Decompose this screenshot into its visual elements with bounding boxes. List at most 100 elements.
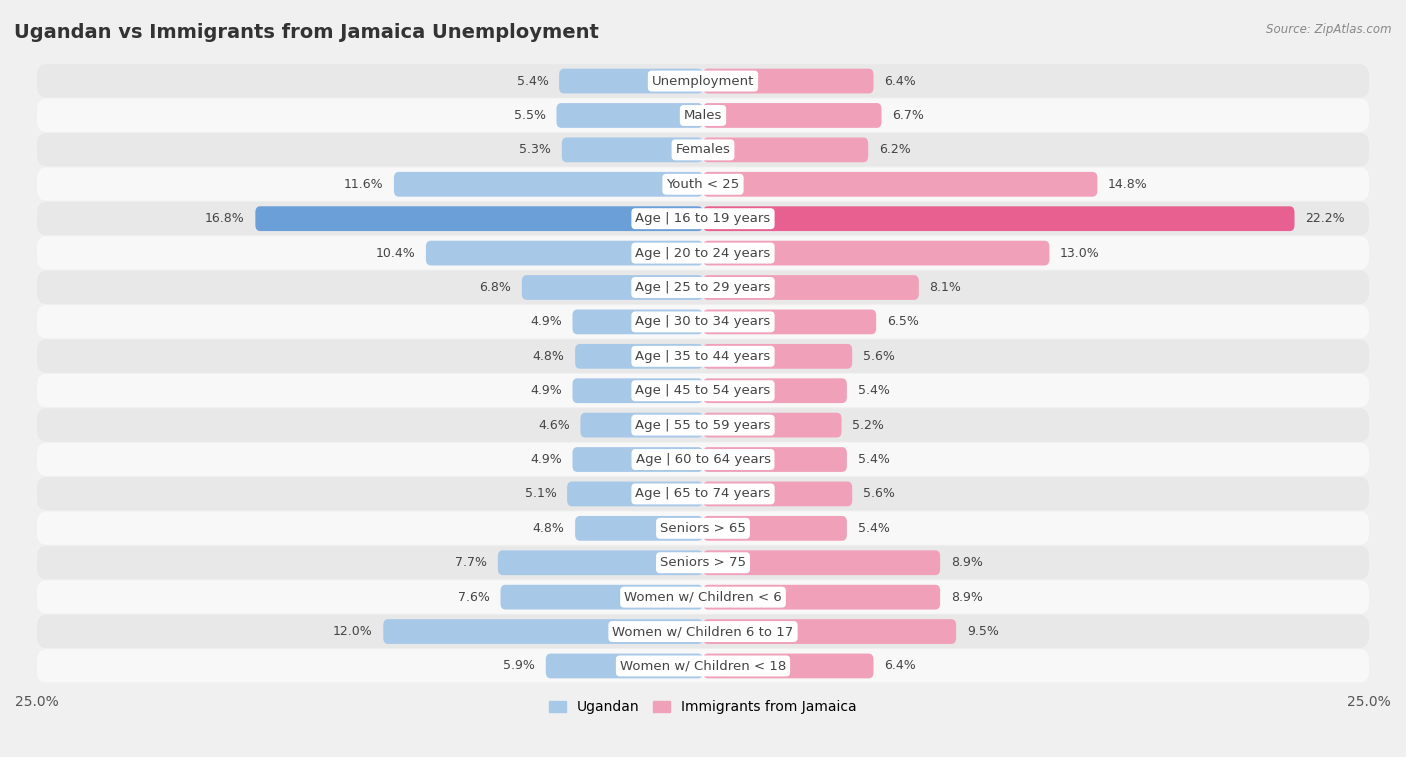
FancyBboxPatch shape <box>703 172 1097 197</box>
FancyBboxPatch shape <box>37 271 1369 304</box>
Text: 4.9%: 4.9% <box>530 453 562 466</box>
FancyBboxPatch shape <box>37 615 1369 648</box>
FancyBboxPatch shape <box>581 413 703 438</box>
Text: 7.7%: 7.7% <box>456 556 486 569</box>
FancyBboxPatch shape <box>37 236 1369 269</box>
Text: 12.0%: 12.0% <box>333 625 373 638</box>
Text: 10.4%: 10.4% <box>375 247 415 260</box>
FancyBboxPatch shape <box>501 584 703 609</box>
Text: Youth < 25: Youth < 25 <box>666 178 740 191</box>
FancyBboxPatch shape <box>703 310 876 335</box>
FancyBboxPatch shape <box>37 64 1369 98</box>
FancyBboxPatch shape <box>575 344 703 369</box>
FancyBboxPatch shape <box>37 202 1369 235</box>
Text: Ugandan vs Immigrants from Jamaica Unemployment: Ugandan vs Immigrants from Jamaica Unemp… <box>14 23 599 42</box>
FancyBboxPatch shape <box>572 447 703 472</box>
Text: Age | 60 to 64 years: Age | 60 to 64 years <box>636 453 770 466</box>
FancyBboxPatch shape <box>560 69 703 93</box>
Text: Women w/ Children < 6: Women w/ Children < 6 <box>624 590 782 603</box>
Text: Males: Males <box>683 109 723 122</box>
FancyBboxPatch shape <box>703 241 1049 266</box>
Text: 11.6%: 11.6% <box>343 178 384 191</box>
Text: 5.4%: 5.4% <box>858 385 890 397</box>
FancyBboxPatch shape <box>37 167 1369 201</box>
Text: Seniors > 75: Seniors > 75 <box>659 556 747 569</box>
FancyBboxPatch shape <box>37 305 1369 338</box>
Text: Age | 55 to 59 years: Age | 55 to 59 years <box>636 419 770 431</box>
Text: 16.8%: 16.8% <box>205 212 245 225</box>
Text: 6.4%: 6.4% <box>884 659 915 672</box>
FancyBboxPatch shape <box>37 443 1369 476</box>
Text: Age | 30 to 34 years: Age | 30 to 34 years <box>636 316 770 329</box>
Text: 6.4%: 6.4% <box>884 74 915 88</box>
Text: 6.2%: 6.2% <box>879 143 911 157</box>
Text: Seniors > 65: Seniors > 65 <box>659 522 747 535</box>
Text: 5.4%: 5.4% <box>516 74 548 88</box>
Text: 6.8%: 6.8% <box>479 281 512 294</box>
Text: 4.9%: 4.9% <box>530 316 562 329</box>
FancyBboxPatch shape <box>703 584 941 609</box>
Text: 8.9%: 8.9% <box>950 590 983 603</box>
Text: 8.1%: 8.1% <box>929 281 962 294</box>
FancyBboxPatch shape <box>37 339 1369 373</box>
FancyBboxPatch shape <box>703 344 852 369</box>
FancyBboxPatch shape <box>703 378 846 403</box>
FancyBboxPatch shape <box>703 653 873 678</box>
FancyBboxPatch shape <box>37 477 1369 510</box>
Text: 13.0%: 13.0% <box>1060 247 1099 260</box>
FancyBboxPatch shape <box>37 408 1369 441</box>
Text: 5.5%: 5.5% <box>513 109 546 122</box>
FancyBboxPatch shape <box>37 98 1369 132</box>
Text: Source: ZipAtlas.com: Source: ZipAtlas.com <box>1267 23 1392 36</box>
Text: 6.7%: 6.7% <box>893 109 924 122</box>
Text: Women w/ Children 6 to 17: Women w/ Children 6 to 17 <box>613 625 793 638</box>
FancyBboxPatch shape <box>498 550 703 575</box>
FancyBboxPatch shape <box>37 649 1369 683</box>
FancyBboxPatch shape <box>37 133 1369 167</box>
FancyBboxPatch shape <box>703 275 920 300</box>
FancyBboxPatch shape <box>384 619 703 644</box>
Text: 7.6%: 7.6% <box>458 590 489 603</box>
FancyBboxPatch shape <box>522 275 703 300</box>
FancyBboxPatch shape <box>37 546 1369 579</box>
Text: 5.2%: 5.2% <box>852 419 884 431</box>
Text: Age | 35 to 44 years: Age | 35 to 44 years <box>636 350 770 363</box>
FancyBboxPatch shape <box>572 378 703 403</box>
Text: 5.6%: 5.6% <box>863 350 894 363</box>
FancyBboxPatch shape <box>546 653 703 678</box>
FancyBboxPatch shape <box>557 103 703 128</box>
FancyBboxPatch shape <box>37 374 1369 407</box>
FancyBboxPatch shape <box>256 207 703 231</box>
Text: Age | 16 to 19 years: Age | 16 to 19 years <box>636 212 770 225</box>
Text: 5.1%: 5.1% <box>524 488 557 500</box>
FancyBboxPatch shape <box>37 581 1369 614</box>
FancyBboxPatch shape <box>394 172 703 197</box>
Text: 6.5%: 6.5% <box>887 316 918 329</box>
FancyBboxPatch shape <box>703 619 956 644</box>
Text: 5.3%: 5.3% <box>519 143 551 157</box>
FancyBboxPatch shape <box>703 447 846 472</box>
FancyBboxPatch shape <box>703 516 846 540</box>
FancyBboxPatch shape <box>703 550 941 575</box>
Text: Age | 65 to 74 years: Age | 65 to 74 years <box>636 488 770 500</box>
Legend: Ugandan, Immigrants from Jamaica: Ugandan, Immigrants from Jamaica <box>550 700 856 714</box>
Text: 8.9%: 8.9% <box>950 556 983 569</box>
FancyBboxPatch shape <box>703 413 842 438</box>
Text: 5.6%: 5.6% <box>863 488 894 500</box>
Text: 5.4%: 5.4% <box>858 453 890 466</box>
Text: 4.9%: 4.9% <box>530 385 562 397</box>
Text: 5.4%: 5.4% <box>858 522 890 535</box>
Text: 5.9%: 5.9% <box>503 659 536 672</box>
Text: 14.8%: 14.8% <box>1108 178 1147 191</box>
FancyBboxPatch shape <box>703 138 868 162</box>
FancyBboxPatch shape <box>37 512 1369 545</box>
FancyBboxPatch shape <box>572 310 703 335</box>
Text: Age | 45 to 54 years: Age | 45 to 54 years <box>636 385 770 397</box>
Text: Unemployment: Unemployment <box>652 74 754 88</box>
FancyBboxPatch shape <box>703 103 882 128</box>
FancyBboxPatch shape <box>567 481 703 506</box>
Text: Age | 25 to 29 years: Age | 25 to 29 years <box>636 281 770 294</box>
FancyBboxPatch shape <box>562 138 703 162</box>
Text: Females: Females <box>675 143 731 157</box>
Text: Women w/ Children < 18: Women w/ Children < 18 <box>620 659 786 672</box>
